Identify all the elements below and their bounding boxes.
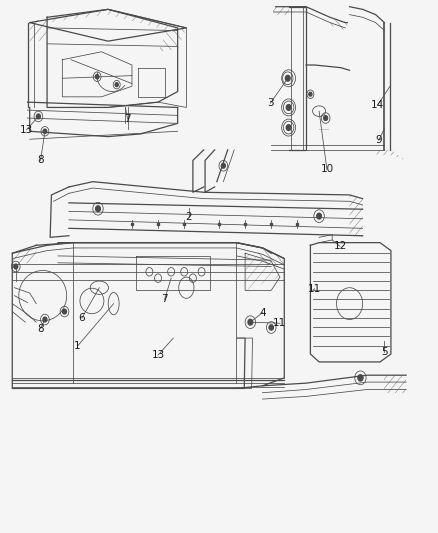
Text: 8: 8 — [37, 324, 44, 334]
Text: 9: 9 — [375, 135, 382, 146]
Circle shape — [95, 206, 100, 212]
Text: 13: 13 — [20, 125, 33, 135]
Text: 1: 1 — [74, 341, 81, 351]
Text: 4: 4 — [259, 308, 266, 318]
Circle shape — [309, 92, 312, 96]
Circle shape — [221, 164, 225, 168]
Text: 11: 11 — [273, 318, 286, 328]
Circle shape — [286, 104, 291, 110]
Text: 6: 6 — [78, 313, 85, 323]
Text: 13: 13 — [152, 350, 165, 360]
Circle shape — [43, 317, 47, 322]
Circle shape — [358, 375, 363, 381]
Circle shape — [248, 319, 253, 325]
Text: 10: 10 — [320, 165, 333, 174]
Circle shape — [95, 75, 99, 79]
Circle shape — [14, 264, 18, 269]
Circle shape — [286, 125, 291, 131]
Text: 11: 11 — [308, 284, 321, 294]
Text: 5: 5 — [381, 348, 388, 358]
Text: 7: 7 — [124, 114, 131, 124]
Circle shape — [269, 325, 273, 330]
Circle shape — [324, 116, 328, 120]
Circle shape — [63, 309, 67, 314]
Circle shape — [36, 114, 40, 119]
Circle shape — [115, 83, 118, 86]
Text: 8: 8 — [37, 156, 44, 165]
Text: 3: 3 — [267, 98, 274, 108]
Text: 2: 2 — [185, 212, 192, 222]
Circle shape — [317, 213, 321, 219]
Text: 12: 12 — [333, 241, 346, 252]
Text: 7: 7 — [161, 294, 168, 304]
Circle shape — [286, 75, 290, 81]
Text: 14: 14 — [371, 100, 385, 110]
Circle shape — [43, 129, 47, 133]
